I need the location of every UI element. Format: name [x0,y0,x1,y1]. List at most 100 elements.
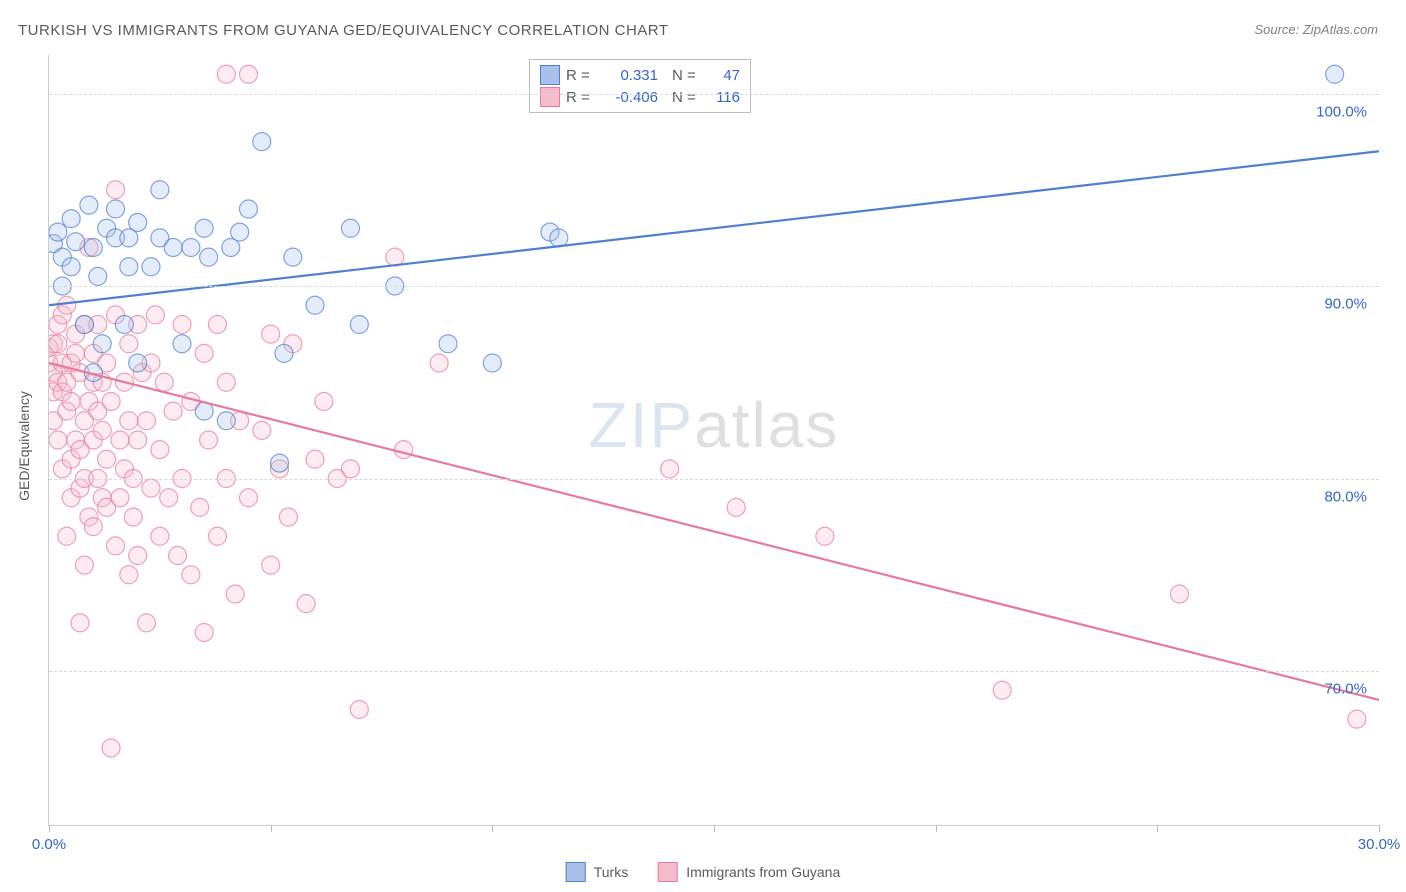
n-value: 47 [706,67,740,84]
data-point [160,489,178,507]
data-point [217,65,235,83]
source-credit: Source: ZipAtlas.com [1254,22,1378,37]
data-point [67,233,85,251]
data-point [129,213,147,231]
gridline [49,479,1379,480]
data-point [129,431,147,449]
data-point [195,344,213,362]
data-point [107,181,125,199]
data-point [120,412,138,430]
data-point [102,393,120,411]
data-point [155,373,173,391]
data-point [240,200,258,218]
y-tick-label: 70.0% [1324,681,1367,698]
data-point [240,65,258,83]
data-point [439,335,457,353]
data-point [195,219,213,237]
data-point [93,335,111,353]
data-point [217,412,235,430]
data-point [341,460,359,478]
y-tick-label: 90.0% [1324,296,1367,313]
data-point [142,479,160,497]
data-point [550,229,568,247]
data-point [226,585,244,603]
data-point [208,316,226,334]
data-point [111,431,129,449]
data-point [146,306,164,324]
x-tick [714,825,715,832]
data-point [120,258,138,276]
data-point [1348,710,1366,728]
data-point [58,527,76,545]
data-point [341,219,359,237]
bottom-legend: Turks Immigrants from Guyana [566,862,841,882]
data-point [217,373,235,391]
data-point [107,537,125,555]
data-point [182,566,200,584]
x-tick-label: 0.0% [32,836,66,853]
data-point [129,354,147,372]
data-point [67,344,85,362]
data-point [115,316,133,334]
data-point [306,296,324,314]
data-point [138,614,156,632]
y-tick-label: 80.0% [1324,488,1367,505]
chart-title: TURKISH VS IMMIGRANTS FROM GUYANA GED/EQ… [18,22,669,39]
scatter-svg [49,55,1379,825]
data-point [58,296,76,314]
data-point [120,566,138,584]
data-point [262,556,280,574]
x-tick-label: 30.0% [1358,836,1401,853]
data-point [200,248,218,266]
data-point [62,258,80,276]
data-point [182,239,200,257]
data-point [98,450,116,468]
gridline [49,671,1379,672]
data-point [395,441,413,459]
data-point [62,393,80,411]
plot-area: ZIPatlas R = 0.331 N = 47 R = -0.406 N =… [48,55,1379,826]
data-point [661,460,679,478]
trend-line [49,363,1379,700]
data-point [124,508,142,526]
data-point [169,547,187,565]
data-point [120,335,138,353]
data-point [151,527,169,545]
x-tick [1379,825,1380,832]
data-point [275,344,293,362]
data-point [84,518,102,536]
data-point [84,239,102,257]
y-axis-label: GED/Equivalency [16,391,32,501]
chart-container: TURKISH VS IMMIGRANTS FROM GUYANA GED/EQ… [0,0,1406,892]
data-point [306,450,324,468]
stats-legend: R = 0.331 N = 47 R = -0.406 N = 116 [529,59,751,113]
gridline [49,94,1379,95]
n-value: 116 [706,89,740,106]
swatch-icon [540,65,560,85]
data-point [315,393,333,411]
data-point [253,421,271,439]
data-point [49,431,67,449]
data-point [816,527,834,545]
data-point [253,133,271,151]
data-point [430,354,448,372]
data-point [75,556,93,574]
x-tick [49,825,50,832]
swatch-icon [566,862,586,882]
swatch-icon [540,87,560,107]
data-point [727,498,745,516]
data-point [75,316,93,334]
data-point [62,210,80,228]
swatch-icon [658,862,678,882]
data-point [191,498,209,516]
data-point [262,325,280,343]
trend-line [49,151,1379,305]
data-point [195,624,213,642]
data-point [80,196,98,214]
data-point [173,335,191,353]
data-point [271,454,289,472]
legend-label: Turks [594,864,628,880]
data-point [164,402,182,420]
data-point [279,508,297,526]
legend-item: Immigrants from Guyana [658,862,840,882]
